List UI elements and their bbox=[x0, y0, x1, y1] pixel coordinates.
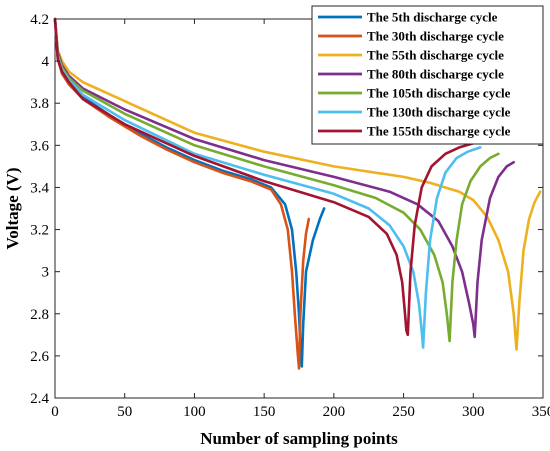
series-layer bbox=[53, 17, 542, 370]
series-line-4 bbox=[53, 17, 515, 339]
legend-label-2: The 30th discharge cycle bbox=[367, 29, 504, 44]
x-tick-label: 50 bbox=[117, 404, 132, 420]
series-line-1 bbox=[53, 17, 326, 368]
y-tick-label: 3.6 bbox=[30, 138, 49, 154]
y-tick-label: 4.2 bbox=[30, 12, 49, 28]
x-tick-label: 300 bbox=[462, 404, 485, 420]
series-line-7 bbox=[53, 17, 475, 337]
x-tick-label: 250 bbox=[392, 404, 415, 420]
series-line-2 bbox=[53, 17, 311, 370]
plot-frame bbox=[54, 18, 544, 399]
x-tick-label: 350 bbox=[532, 404, 550, 420]
legend-label-3: The 55th discharge cycle bbox=[367, 48, 504, 63]
legend-label-7: The 155th discharge cycle bbox=[367, 124, 511, 139]
y-axis-title: Voltage (V) bbox=[3, 168, 22, 250]
series-line-3 bbox=[53, 17, 542, 351]
legend-label-6: The 130th discharge cycle bbox=[367, 105, 511, 120]
y-tick-label: 4 bbox=[42, 54, 50, 70]
y-tick-label: 3.4 bbox=[30, 180, 49, 196]
y-tick-label: 3.2 bbox=[30, 223, 49, 239]
x-tick-label: 100 bbox=[183, 404, 206, 420]
y-tick-label: 2.4 bbox=[30, 391, 49, 407]
x-tick-label: 200 bbox=[323, 404, 346, 420]
series-line-6 bbox=[53, 17, 482, 349]
y-tick-label: 2.8 bbox=[30, 307, 49, 323]
series-line-5 bbox=[53, 17, 500, 343]
x-tick-label: 0 bbox=[51, 404, 59, 420]
y-tick-label: 2.6 bbox=[30, 349, 49, 365]
legend-label-1: The 5th discharge cycle bbox=[367, 10, 498, 25]
axes: 0 50 100 150 200 250 300 350 2.4 2.6 2.8 3 3.2 3.4 3.6… bbox=[30, 12, 550, 420]
y-tick-label: 3.8 bbox=[30, 96, 49, 112]
x-tick-label: 150 bbox=[253, 404, 276, 420]
legend: The 5th discharge cycle The 30th discharg… bbox=[311, 5, 544, 145]
legend-label-5: The 105th discharge cycle bbox=[367, 86, 511, 101]
legend-label-4: The 80th discharge cycle bbox=[367, 67, 504, 82]
plot-area bbox=[54, 18, 544, 399]
x-axis-title: Number of sampling points bbox=[200, 429, 398, 448]
y-tick-label: 3 bbox=[42, 265, 50, 281]
